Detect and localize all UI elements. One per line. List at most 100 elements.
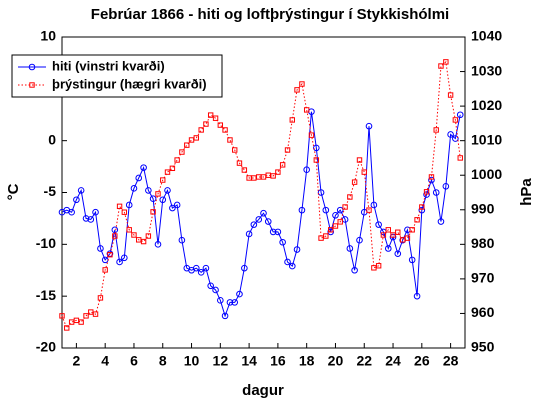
point	[313, 157, 320, 163]
point	[293, 246, 301, 253]
point	[64, 325, 70, 331]
point	[395, 229, 401, 235]
point	[135, 174, 143, 182]
point	[361, 169, 367, 175]
point	[428, 176, 435, 184]
point	[413, 292, 421, 300]
point	[351, 266, 358, 274]
point	[419, 204, 425, 210]
legend-label: hiti (vinstri kvarði)	[52, 58, 165, 73]
point	[332, 212, 339, 219]
y2-tick-label: 990	[471, 200, 495, 216]
point	[356, 236, 363, 244]
point	[394, 250, 402, 257]
point	[232, 147, 238, 153]
point	[289, 117, 295, 123]
point	[173, 201, 181, 209]
point	[217, 122, 224, 128]
x-tick-label: 8	[159, 353, 167, 369]
legend-box	[11, 54, 223, 98]
point	[68, 208, 75, 216]
point	[121, 254, 128, 262]
point	[160, 177, 166, 183]
point	[375, 221, 382, 228]
point	[97, 245, 104, 252]
point	[231, 299, 239, 306]
point	[164, 187, 171, 194]
point	[202, 264, 210, 272]
y2-tick-label: 1030	[471, 62, 502, 78]
x-tick-label: 24	[385, 353, 401, 369]
point	[59, 313, 65, 319]
point	[241, 167, 248, 173]
point	[303, 107, 310, 113]
point	[332, 223, 339, 229]
point	[447, 92, 454, 98]
point	[126, 227, 132, 233]
point	[121, 209, 128, 215]
x-tick-label: 26	[414, 353, 430, 369]
x-axis-label: dagur	[242, 382, 284, 399]
point	[428, 174, 435, 180]
legend-marker	[28, 63, 36, 71]
point	[116, 203, 123, 210]
y-tick-label: -20	[36, 339, 56, 355]
x-tick-label: 28	[443, 353, 459, 369]
point	[457, 155, 463, 161]
x-tick-label: 18	[299, 353, 315, 369]
point	[342, 204, 348, 210]
point	[145, 187, 152, 194]
point	[414, 217, 420, 223]
point	[236, 160, 243, 166]
point	[274, 228, 282, 236]
y-tick-label: -10	[36, 235, 56, 251]
point	[366, 207, 372, 213]
legend: hiti (vinstri kvarði) þrýstingur (hægri k…	[11, 54, 223, 98]
x-tick-label: 6	[130, 353, 138, 369]
point	[236, 290, 243, 298]
point	[221, 312, 229, 320]
y2-tick-label: 1040	[471, 28, 502, 44]
point	[351, 179, 358, 185]
x-tick-label: 14	[241, 353, 257, 369]
point	[193, 135, 199, 141]
point	[212, 115, 219, 121]
point	[77, 187, 85, 194]
y-tick-label: -15	[36, 287, 56, 303]
point	[433, 127, 439, 133]
point	[149, 195, 157, 203]
point	[323, 233, 329, 239]
point	[212, 286, 219, 294]
legend-marker	[29, 82, 35, 88]
point	[97, 295, 104, 301]
point	[155, 191, 161, 197]
y-tick-label: -5	[44, 183, 57, 199]
point	[192, 264, 200, 272]
point	[116, 258, 123, 266]
y2-tick-label: 1000	[471, 166, 502, 182]
legend-label: þrýstingur (hægri kvarði)	[52, 76, 207, 91]
point	[294, 87, 300, 93]
point	[317, 189, 325, 196]
point	[264, 218, 272, 225]
point	[347, 194, 353, 200]
y2-tick-label: 970	[471, 270, 495, 286]
point	[82, 215, 90, 222]
y2-tick-label: 950	[471, 339, 495, 355]
chart-title: Febrúar 1866 - hiti og loftþrýstingur í …	[91, 6, 449, 23]
point	[198, 127, 204, 133]
point	[164, 169, 171, 175]
point	[269, 228, 277, 236]
y-axis-label: °C	[5, 183, 22, 200]
point	[452, 135, 459, 142]
point	[327, 228, 335, 236]
point	[275, 169, 281, 175]
point	[92, 208, 99, 216]
point	[418, 206, 426, 214]
series-line	[61, 60, 461, 329]
point	[443, 59, 449, 65]
point	[250, 221, 258, 228]
point	[169, 165, 176, 172]
point	[150, 209, 156, 215]
point	[255, 216, 263, 223]
